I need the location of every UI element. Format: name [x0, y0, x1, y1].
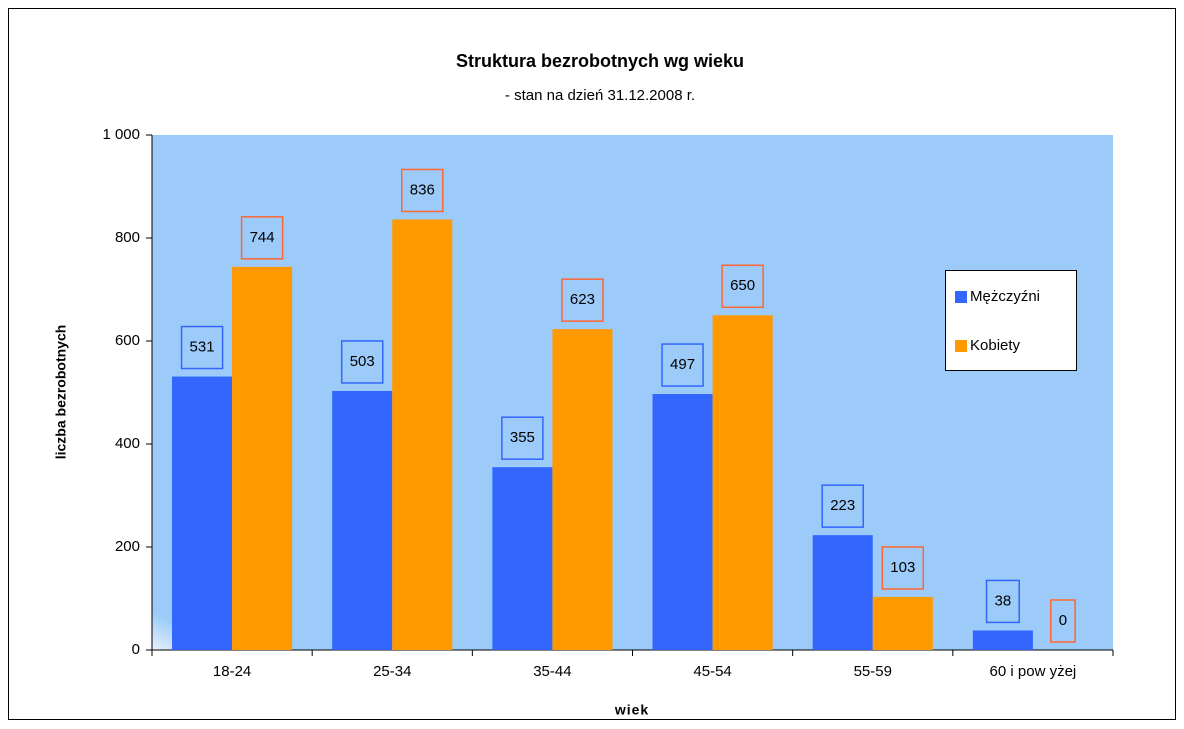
- data-label-box: [721, 264, 764, 308]
- legend-swatch: [955, 291, 967, 303]
- bar: [392, 219, 453, 650]
- y-axis-label: liczba bezrobotnych: [53, 325, 69, 460]
- x-axis-label: wiek: [614, 702, 649, 718]
- y-tick-label: 200: [115, 538, 140, 555]
- data-label: 103: [890, 559, 915, 576]
- bar: [972, 630, 1033, 650]
- legend-box: [945, 270, 1077, 371]
- plot-area: [152, 135, 1113, 650]
- data-label: 744: [250, 229, 275, 246]
- legend-swatch: [955, 340, 967, 352]
- x-tick-label: 18-24: [213, 663, 251, 680]
- x-tick-label: 25-34: [373, 663, 411, 680]
- bar: [492, 467, 553, 650]
- data-label: 531: [190, 339, 215, 356]
- data-label: 503: [350, 353, 375, 370]
- data-label-box: [1050, 599, 1076, 643]
- data-label: 223: [830, 497, 855, 514]
- bar: [812, 535, 873, 650]
- bar: [232, 266, 293, 650]
- data-label-box: [340, 340, 384, 384]
- data-label: 0: [1059, 612, 1067, 629]
- x-tick-label: 35-44: [533, 663, 571, 680]
- y-tick-label: 1 000: [102, 126, 140, 143]
- x-tick-label: 55-59: [854, 663, 892, 680]
- data-label: 355: [510, 429, 535, 446]
- data-label-box: [561, 278, 604, 322]
- x-tick-label: 60 i pow yżej: [990, 663, 1077, 680]
- y-tick-label: 0: [132, 641, 140, 658]
- data-label: 623: [570, 291, 595, 308]
- legend-label: Kobiety: [970, 337, 1021, 354]
- x-tick-label: 45-54: [693, 663, 731, 680]
- data-label-box: [881, 546, 925, 590]
- y-tick-label: 600: [115, 332, 140, 349]
- data-label-box: [821, 484, 864, 528]
- chart-subtitle: - stan na dzień 31.12.2008 r.: [505, 87, 695, 104]
- data-label: 836: [410, 181, 435, 198]
- chart-title: Struktura bezrobotnych wg wieku: [456, 51, 744, 71]
- data-label-box: [240, 216, 284, 260]
- data-label-box: [180, 325, 224, 370]
- bar: [172, 376, 233, 650]
- data-label: 38: [995, 592, 1012, 609]
- data-label-box: [501, 416, 544, 460]
- bar: [332, 390, 393, 650]
- data-label-box: [401, 168, 444, 213]
- bar: [872, 596, 933, 650]
- data-label-box: [985, 579, 1020, 624]
- data-label-box: [661, 343, 704, 387]
- y-tick-label: 400: [115, 435, 140, 452]
- y-tick-label: 800: [115, 229, 140, 246]
- bar: [712, 315, 773, 650]
- data-label: 650: [730, 277, 755, 294]
- bar: [652, 394, 713, 650]
- data-label: 497: [670, 356, 695, 373]
- bar: [552, 329, 613, 650]
- legend-label: Mężczyźni: [970, 288, 1040, 305]
